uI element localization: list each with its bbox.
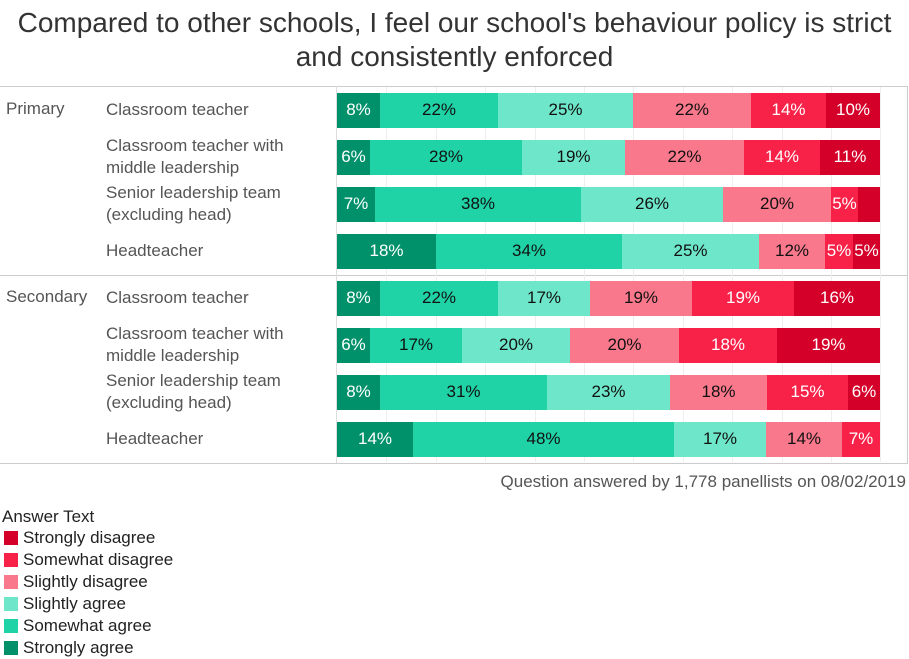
gridline: [435, 87, 437, 462]
legend-item: Strongly disagree: [4, 528, 155, 548]
gridline: [732, 87, 734, 462]
gridline: [534, 87, 536, 462]
row-label: Senior leadership team (excluding head): [106, 183, 281, 224]
bar-segment-slightly-disagree: 14%: [766, 421, 842, 457]
axis-line: [336, 86, 337, 463]
bar-segment-slightly-disagree: 12%: [759, 233, 825, 269]
bar-segment-somewhat-disagree: 5%: [825, 233, 853, 269]
legend-label: Strongly disagree: [23, 528, 156, 547]
bar-segment-slightly-disagree: 22%: [633, 92, 751, 128]
legend-label: Somewhat agree: [23, 616, 152, 635]
bar-segment-somewhat-disagree: 14%: [751, 92, 826, 128]
bar-segment-somewhat-agree: 22%: [380, 280, 498, 316]
bar-segment-slightly-disagree: 22%: [625, 139, 744, 175]
legend-swatch: [4, 553, 18, 567]
bar-segment-strongly-agree: 14%: [337, 421, 413, 457]
gridline: [485, 87, 487, 462]
legend-label: Strongly agree: [23, 638, 134, 657]
legend-label: Somewhat disagree: [23, 550, 174, 569]
bar-segment-strongly-agree: 8%: [337, 92, 380, 128]
gridline: [880, 87, 882, 462]
gridline: [781, 87, 783, 462]
bar-segment-slightly-disagree: 19%: [590, 280, 692, 316]
legend-label: Slightly agree: [23, 594, 127, 613]
row-label: Classroom teacher with middle leadership: [106, 324, 284, 365]
legend-swatch: [4, 597, 18, 611]
bar-segment-somewhat-agree: 17%: [370, 327, 462, 363]
bar-segment-slightly-disagree: 18%: [670, 374, 767, 410]
bar-segment-strongly-agree: 7%: [337, 186, 375, 222]
bar-segment-somewhat-disagree: 14%: [744, 139, 820, 175]
group-divider: [0, 275, 908, 276]
bar-segment-somewhat-disagree: 7%: [842, 421, 880, 457]
bar-segment-slightly-agree: 25%: [498, 92, 633, 128]
bar-segment-slightly-disagree: 20%: [723, 186, 831, 222]
bar-segment-strongly-disagree: 5%: [853, 233, 880, 269]
bar-segment-slightly-agree: 26%: [581, 186, 723, 222]
row-label: Classroom teacher: [106, 100, 249, 119]
bar-segment-somewhat-agree: 28%: [370, 139, 522, 175]
bar-segment-strongly-disagree: [858, 186, 880, 222]
row-label: Classroom teacher with middle leadership: [106, 136, 284, 177]
gridline: [386, 87, 388, 462]
legend-swatch: [4, 531, 18, 545]
bar-segment-slightly-agree: 17%: [498, 280, 590, 316]
bar-segment-strongly-agree: 6%: [337, 139, 370, 175]
legend-swatch: [4, 641, 18, 655]
gridline: [831, 87, 832, 462]
gridline: [633, 87, 635, 462]
bar-segment-strongly-disagree: 19%: [777, 327, 880, 363]
bar-segment-somewhat-agree: 22%: [380, 92, 498, 128]
bar-segment-slightly-agree: 23%: [547, 374, 670, 410]
legend-item: Strongly agree: [4, 638, 134, 658]
bar-segment-strongly-disagree: 10%: [826, 92, 880, 128]
legend-swatch: [4, 619, 18, 633]
row-label: Headteacher: [106, 241, 204, 260]
legend-title: Answer Text: [2, 507, 95, 526]
legend-item: Somewhat agree: [4, 616, 152, 636]
caption: Question answered by 1,778 panellists on…: [500, 472, 906, 491]
group-label: Secondary: [6, 287, 88, 306]
bar-segment-strongly-agree: 8%: [337, 280, 380, 316]
group-label: Primary: [6, 99, 65, 118]
bar-segment-somewhat-agree: 31%: [380, 374, 547, 410]
bar-segment-slightly-agree: 25%: [622, 233, 759, 269]
bar-segment-somewhat-disagree: 5%: [831, 186, 858, 222]
bar-segment-somewhat-agree: 38%: [375, 186, 581, 222]
bar-segment-strongly-agree: 8%: [337, 374, 380, 410]
gridline: [682, 87, 684, 462]
row-label: Classroom teacher: [106, 288, 249, 307]
bar-segment-somewhat-disagree: 18%: [679, 327, 777, 363]
row-label: Headteacher: [106, 429, 204, 448]
gridline: [584, 87, 585, 462]
legend-swatch: [4, 575, 18, 589]
bar-segment-strongly-disagree: 16%: [794, 280, 880, 316]
bar-segment-somewhat-agree: 48%: [413, 421, 674, 457]
bar-segment-strongly-disagree: 11%: [820, 139, 880, 175]
bar-segment-somewhat-agree: 34%: [436, 233, 622, 269]
bar-segment-strongly-agree: 6%: [337, 327, 370, 363]
chart-title: Compared to other schools, I feel our sc…: [17, 7, 892, 72]
bar-segment-strongly-disagree: 6%: [848, 374, 880, 410]
bar-segment-somewhat-disagree: 15%: [767, 374, 848, 410]
bar-segment-somewhat-disagree: 19%: [692, 280, 794, 316]
legend-item: Somewhat disagree: [4, 550, 173, 570]
legend-item: Slightly agree: [4, 594, 126, 614]
bar-segment-slightly-agree: 17%: [674, 421, 766, 457]
bar-segment-slightly-agree: 19%: [522, 139, 625, 175]
legend-label: Slightly disagree: [23, 572, 148, 591]
bar-segment-slightly-agree: 20%: [462, 327, 570, 363]
row-label: Senior leadership team (excluding head): [106, 371, 281, 412]
bar-segment-strongly-agree: 18%: [337, 233, 436, 269]
bar-segment-slightly-disagree: 20%: [570, 327, 679, 363]
legend-item: Slightly disagree: [4, 572, 148, 592]
